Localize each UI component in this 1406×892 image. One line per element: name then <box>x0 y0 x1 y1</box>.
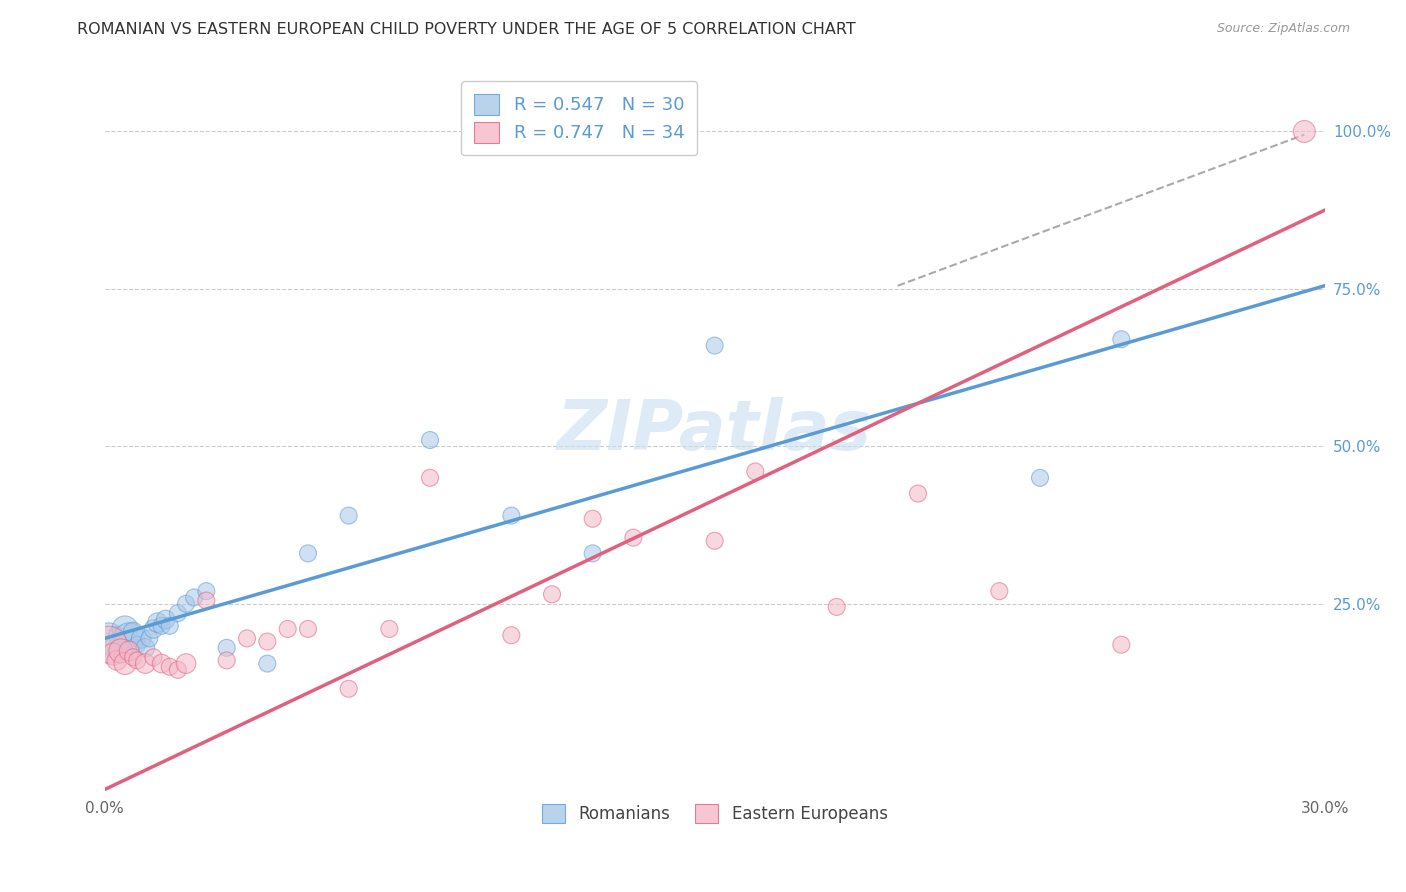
Legend: Romanians, Eastern Europeans: Romanians, Eastern Europeans <box>530 792 900 835</box>
Point <box>138 632 160 646</box>
Point <box>195 593 218 607</box>
Point <box>97 632 120 646</box>
Point <box>150 619 173 633</box>
Point <box>297 622 319 636</box>
Point <box>621 531 644 545</box>
Text: Source: ZipAtlas.com: Source: ZipAtlas.com <box>1216 22 1350 36</box>
Point <box>105 653 128 667</box>
Point <box>101 647 124 661</box>
Point <box>174 597 197 611</box>
Point <box>167 663 190 677</box>
Point <box>215 653 238 667</box>
Point <box>907 486 929 500</box>
Point <box>1111 638 1133 652</box>
Point <box>703 533 725 548</box>
Point <box>110 644 132 658</box>
Point <box>127 653 149 667</box>
Point <box>127 638 149 652</box>
Point <box>256 634 278 648</box>
Point <box>142 622 165 636</box>
Point <box>101 640 124 655</box>
Point <box>159 619 181 633</box>
Point <box>337 508 360 523</box>
Point <box>297 546 319 560</box>
Point <box>582 512 605 526</box>
Point <box>1111 332 1133 346</box>
Point <box>277 622 299 636</box>
Point <box>114 657 136 671</box>
Point <box>118 632 141 646</box>
Point <box>122 650 145 665</box>
Point <box>541 587 564 601</box>
Point <box>337 681 360 696</box>
Point <box>183 591 205 605</box>
Point <box>134 657 156 671</box>
Point <box>1029 471 1052 485</box>
Point <box>236 632 259 646</box>
Point <box>150 657 173 671</box>
Point <box>174 657 197 671</box>
Point <box>195 584 218 599</box>
Point <box>105 628 128 642</box>
Point <box>159 659 181 673</box>
Point <box>118 644 141 658</box>
Point <box>142 650 165 665</box>
Point <box>501 628 523 642</box>
Point <box>129 632 152 646</box>
Point <box>825 599 848 614</box>
Point <box>988 584 1011 599</box>
Point <box>122 625 145 640</box>
Point <box>167 606 190 620</box>
Point <box>1294 124 1316 138</box>
Point <box>114 622 136 636</box>
Point <box>703 338 725 352</box>
Point <box>215 640 238 655</box>
Point <box>582 546 605 560</box>
Text: ROMANIAN VS EASTERN EUROPEAN CHILD POVERTY UNDER THE AGE OF 5 CORRELATION CHART: ROMANIAN VS EASTERN EUROPEAN CHILD POVER… <box>77 22 856 37</box>
Point <box>378 622 401 636</box>
Point <box>419 471 441 485</box>
Point <box>146 615 169 630</box>
Point <box>97 638 120 652</box>
Point <box>256 657 278 671</box>
Point <box>501 508 523 523</box>
Point <box>155 612 177 626</box>
Point <box>110 644 132 658</box>
Point <box>134 640 156 655</box>
Point <box>744 465 766 479</box>
Point <box>419 433 441 447</box>
Text: ZIPatlas: ZIPatlas <box>557 397 872 464</box>
